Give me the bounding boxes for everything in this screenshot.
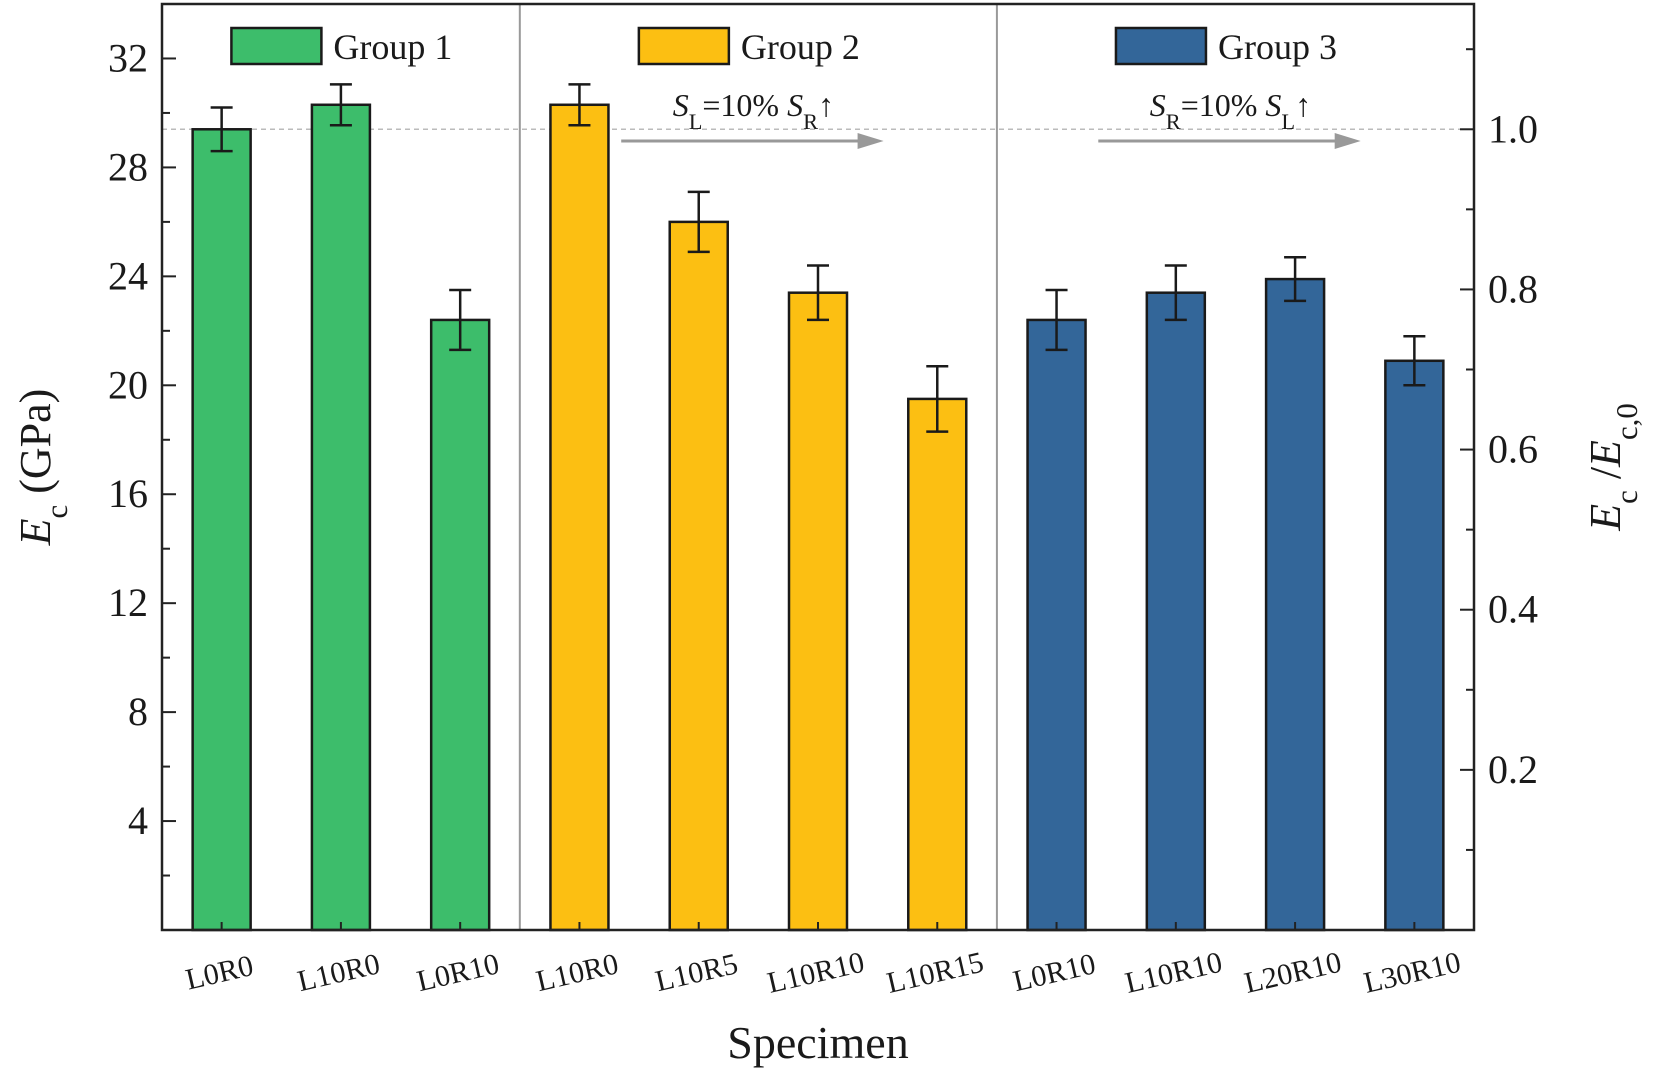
bar (191, 128, 252, 932)
x-axis-title: Specimen (727, 1017, 908, 1068)
x-tick-label: L0R0 (182, 949, 256, 997)
y-tick-label: 12 (108, 580, 148, 625)
bar (787, 291, 849, 932)
y2-tick-label: 0.6 (1488, 427, 1538, 472)
y-tick-label: 24 (108, 253, 148, 298)
trend-arrow-head (857, 133, 884, 149)
y-tick-label: 28 (108, 144, 148, 189)
legend-label: Group 2 (741, 27, 860, 67)
x-tick-label: L30R10 (1361, 946, 1464, 1000)
bar (1384, 359, 1445, 932)
y2-tick-label: 1.0 (1488, 106, 1538, 151)
x-tick-label: L10R0 (294, 947, 383, 998)
y2-tick-label: 0.2 (1488, 747, 1538, 792)
legend-label: Group 3 (1218, 27, 1337, 67)
y-tick-label: 4 (128, 798, 148, 843)
x-tick-label: L10R10 (764, 946, 867, 1000)
y-axis-title: Ec (GPa) (11, 389, 74, 547)
y-tick-label: 32 (108, 35, 148, 80)
legend-swatch (230, 26, 323, 66)
y-tick-label: 20 (108, 362, 148, 407)
bar (668, 220, 729, 932)
bar (1026, 318, 1087, 932)
x-tick-label: L0R10 (1010, 947, 1099, 998)
trend-arrow-head (1334, 133, 1361, 149)
legend-swatch (1114, 26, 1208, 66)
legend-swatch (637, 26, 731, 66)
legend-label: Group 1 (333, 27, 452, 67)
y2-tick-label: 0.8 (1488, 266, 1538, 311)
bar (429, 318, 491, 932)
x-tick-label: L20R10 (1241, 946, 1344, 1000)
bar (1264, 277, 1326, 932)
bar (1145, 291, 1207, 932)
y-tick-label: 8 (128, 689, 148, 734)
y2-axis-title: Ec /Ec,0 (1581, 403, 1644, 531)
x-tick-label: L10R10 (1122, 946, 1225, 1000)
x-tick-label: L10R0 (533, 947, 622, 998)
plot-frame (160, 2, 1476, 932)
x-tick-label: L10R15 (884, 946, 987, 1000)
bar (549, 103, 610, 932)
x-tick-label: L0R10 (414, 947, 503, 998)
bar (907, 397, 968, 932)
x-tick-label: L10R5 (652, 947, 741, 998)
y2-tick-label: 0.4 (1488, 587, 1538, 632)
group-annotation: SR=10% SL↑ (1150, 87, 1311, 134)
group-annotation: SL=10% SR↑ (673, 87, 834, 134)
y-tick-label: 16 (108, 471, 148, 516)
bar (310, 103, 372, 932)
